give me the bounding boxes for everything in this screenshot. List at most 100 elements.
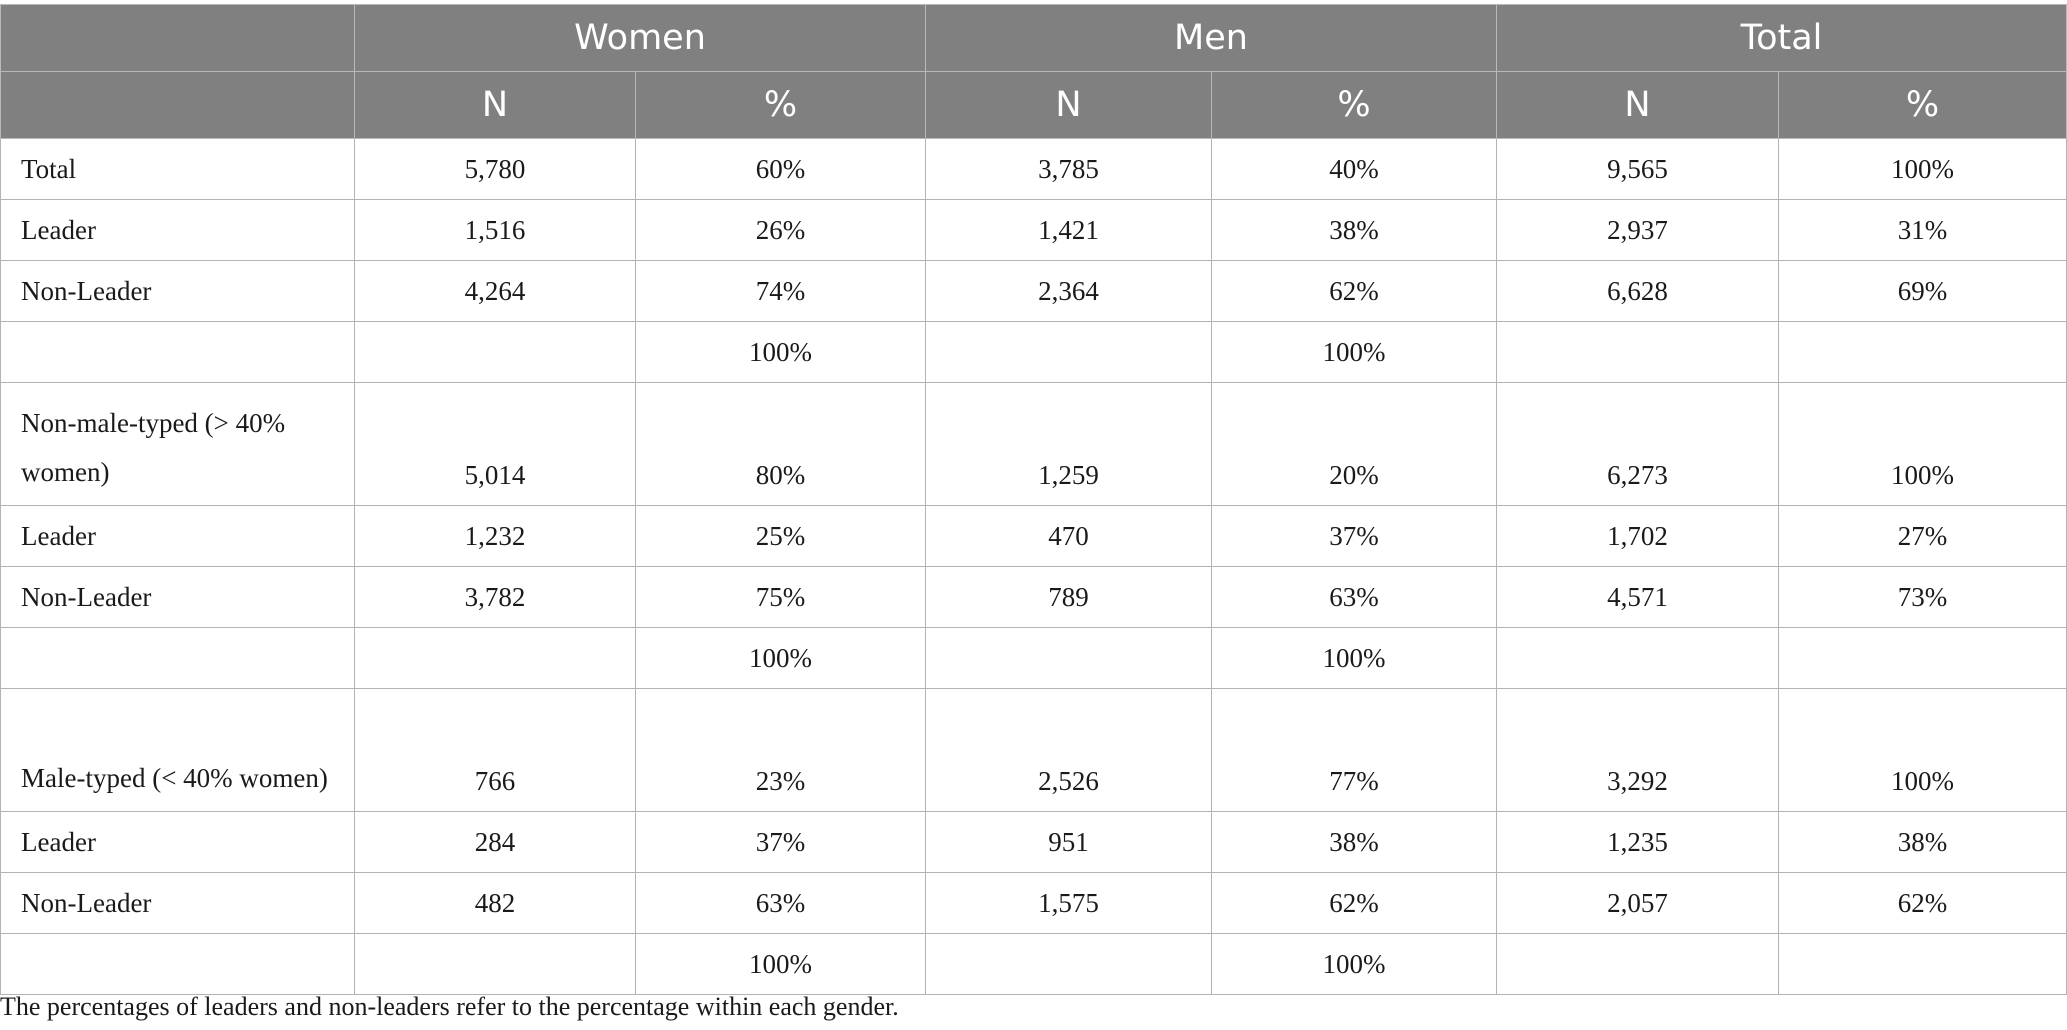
cell-men-pct: 100% [1210,321,1498,383]
subheader-total-n: N [1496,71,1780,139]
cell-men-pct: 77% [1210,688,1498,812]
row-label: Total [0,138,355,200]
cell-total-pct: 38% [1778,811,2067,873]
table-row: 100% 100% [0,933,2067,995]
row-label: Non-male-typed (> 40% women) [0,382,355,506]
row-label: Leader [0,505,355,567]
subheader-women-pct: % [635,71,926,139]
header-group-women: Women [354,4,926,72]
cell-men-n: 470 [925,505,1212,567]
cell-total-pct [1778,933,2067,995]
table-row: Leader 284 37% 951 38% 1,235 38% [0,811,2067,873]
cell-women-n: 1,516 [354,199,636,261]
cell-total-pct: 100% [1778,138,2067,200]
cell-men-n: 1,575 [925,872,1212,934]
table-container: Women Men Total N % N % N % Total 5,780 60… [0,4,2067,995]
table-row: Leader 1,516 26% 1,421 38% 2,937 31% [0,199,2067,261]
table-row: Total 5,780 60% 3,785 40% 9,565 100% [0,138,2067,200]
cell-total-pct [1778,321,2067,383]
cell-men-n: 2,526 [925,688,1212,812]
cell-men-pct: 62% [1210,872,1498,934]
subheader-men-n: N [925,71,1212,139]
cell-total-n: 6,628 [1496,260,1780,322]
cell-women-pct: 37% [635,811,926,873]
table-footnote: The percentages of leaders and non-leade… [0,992,899,1021]
cell-men-n: 3,785 [925,138,1212,200]
cell-men-pct: 62% [1210,260,1498,322]
row-label: Leader [0,811,355,873]
cell-men-n [925,627,1212,689]
cell-women-pct: 25% [635,505,926,567]
cell-women-n: 766 [354,688,636,812]
header-sub-row: N % N % N % [0,71,2067,139]
header-group-row: Women Men Total [0,4,2067,72]
cell-men-n: 951 [925,811,1212,873]
table-row: Non-Leader 482 63% 1,575 62% 2,057 62% [0,872,2067,934]
cell-women-n [354,321,636,383]
table-row: Male-typed (< 40% women) 766 23% 2,526 77% 3,… [0,688,2067,812]
cell-men-pct: 100% [1210,627,1498,689]
header-blank-cell [0,71,355,139]
cell-men-pct: 37% [1210,505,1498,567]
cell-women-pct: 26% [635,199,926,261]
cell-men-n [925,321,1212,383]
table-row: 100% 100% [0,627,2067,689]
cell-total-pct: 27% [1778,505,2067,567]
table-row: Leader 1,232 25% 470 37% 1,702 27% [0,505,2067,567]
cell-women-pct: 74% [635,260,926,322]
header-group-total: Total [1496,4,2067,72]
cell-total-pct: 31% [1778,199,2067,261]
table-row: Non-Leader 3,782 75% 789 63% 4,571 73% [0,566,2067,628]
cell-total-pct [1778,627,2067,689]
table-row: Non-Leader 4,264 74% 2,364 62% 6,628 69% [0,260,2067,322]
cell-total-n [1496,627,1780,689]
cell-total-n: 3,292 [1496,688,1780,812]
table-row: 100% 100% [0,321,2067,383]
cell-total-n: 2,937 [1496,199,1780,261]
row-label: Non-Leader [0,260,355,322]
cell-total-n: 6,273 [1496,382,1780,506]
cell-women-pct: 60% [635,138,926,200]
cell-women-n: 482 [354,872,636,934]
cell-total-n: 1,235 [1496,811,1780,873]
row-label: Leader [0,199,355,261]
cell-total-n: 9,565 [1496,138,1780,200]
cell-men-n: 2,364 [925,260,1212,322]
row-label [0,321,355,383]
cell-women-pct: 63% [635,872,926,934]
cell-total-pct: 69% [1778,260,2067,322]
cell-total-n: 2,057 [1496,872,1780,934]
cell-women-n [354,627,636,689]
cell-women-pct: 100% [635,933,926,995]
cell-women-n: 284 [354,811,636,873]
cell-men-pct: 40% [1210,138,1498,200]
data-table: Women Men Total N % N % N % Total 5,780 60… [0,4,2067,995]
subheader-total-pct: % [1778,71,2067,139]
cell-women-pct: 23% [635,688,926,812]
row-label: Non-Leader [0,872,355,934]
cell-men-pct: 63% [1210,566,1498,628]
table-body: Total 5,780 60% 3,785 40% 9,565 100% Leader 1,51… [0,138,2067,995]
cell-total-n: 1,702 [1496,505,1780,567]
cell-women-n [354,933,636,995]
header-group-men: Men [924,4,1498,72]
cell-women-pct: 75% [635,566,926,628]
table-header: Women Men Total N % N % N % [0,4,2067,139]
cell-total-n: 4,571 [1496,566,1780,628]
table-row: Non-male-typed (> 40% women) 5,014 80% 1,25… [0,382,2067,506]
cell-total-n [1496,321,1780,383]
cell-men-pct: 100% [1210,933,1498,995]
row-label [0,933,355,995]
cell-total-pct: 100% [1778,688,2067,812]
cell-women-n: 1,232 [354,505,636,567]
cell-women-pct: 100% [635,321,926,383]
cell-men-n: 789 [925,566,1212,628]
cell-total-n [1496,933,1780,995]
cell-women-n: 5,780 [354,138,636,200]
header-blank-cell [0,4,355,72]
cell-men-pct: 38% [1210,199,1498,261]
subheader-women-n: N [354,71,636,139]
row-label: Non-Leader [0,566,355,628]
cell-total-pct: 73% [1778,566,2067,628]
cell-total-pct: 100% [1778,382,2067,506]
